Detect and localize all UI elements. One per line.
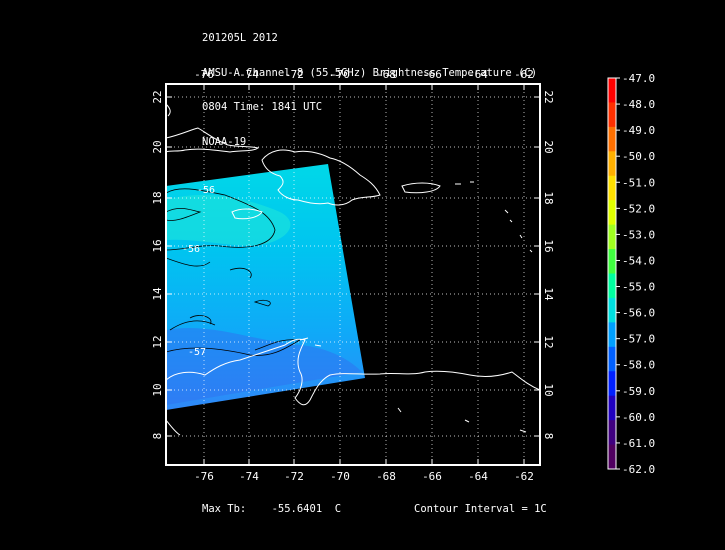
colorbar-swatch — [608, 200, 616, 226]
lon-tick-label-bottom: -62 — [514, 470, 534, 483]
contour-label-1: -56 — [197, 185, 215, 196]
colorbar-swatch — [608, 249, 616, 274]
map-frame — [165, 83, 541, 466]
colorbar-swatch — [608, 126, 616, 152]
colorbar-swatch — [608, 224, 616, 250]
lat-tick-label-right: 18 — [542, 191, 555, 204]
lon-tick-label-top: -66 — [422, 68, 442, 81]
lon-tick-label-top: -62 — [514, 68, 534, 81]
lon-tick-label-bottom: -76 — [194, 470, 214, 483]
colorbar-swatch — [608, 273, 616, 299]
lon-tick-label-bottom: -72 — [284, 470, 304, 483]
lat-tick-label-left: 18 — [151, 191, 164, 204]
lat-tick-label-left: 12 — [151, 335, 164, 348]
lon-tick-label-bottom: -66 — [422, 470, 442, 483]
lon-tick-label-bottom: -74 — [239, 470, 259, 483]
colorbar: -47.0 -48.0 -49.0 -50.0 -51.0 -52.0 -53.0 -54.0… — [607, 72, 655, 476]
lon-tick-label-top: -72 — [284, 68, 304, 81]
lat-labels-left: 22 20 18 16 14 12 10 8 — [151, 90, 164, 439]
max-tb-value: -55.6401 — [271, 503, 323, 515]
title-time: 0804 Time: 1841 UTC — [202, 101, 323, 113]
contour-interval: Contour Interval = 1C — [414, 503, 547, 515]
colorbar-label: -55.0 — [622, 281, 655, 294]
lon-tick-label-top: -64 — [468, 68, 488, 81]
colorbar-swatch — [608, 151, 616, 177]
colorbar-label: -51.0 — [622, 176, 655, 189]
lat-tick-label-right: 8 — [542, 433, 555, 440]
contour-label-2: -56 — [182, 244, 200, 255]
lat-tick-label-right: 10 — [542, 383, 555, 396]
colorbar-label: -57.0 — [622, 333, 655, 346]
colorbar-swatch — [608, 78, 616, 103]
colorbar-label: -54.0 — [622, 254, 655, 267]
colorbar-label: -59.0 — [622, 385, 655, 398]
colorbar-swatch — [608, 322, 616, 348]
colorbar-label: -47.0 — [622, 72, 655, 85]
colorbar-label: -61.0 — [622, 437, 655, 450]
lat-labels-right: 22 20 18 16 14 12 10 8 — [542, 90, 555, 439]
title-satellite: NOAA-19 — [202, 135, 247, 148]
max-tb-label: Max Tb: — [202, 503, 247, 515]
lon-labels-top: -76 -74 -72 -70 -68 -66 -64 -62 — [194, 68, 534, 81]
lon-tick-label-bottom: -64 — [468, 470, 488, 483]
lat-tick-label-left: 20 — [151, 140, 164, 153]
lon-tick-label-top: -68 — [376, 68, 396, 81]
lon-tick-label-top: -74 — [239, 68, 259, 81]
colorbar-label: -56.0 — [622, 307, 655, 320]
lon-labels-bottom: -76 -74 -72 -70 -68 -66 -64 -62 — [194, 470, 534, 483]
contour-lines — [166, 188, 302, 356]
lat-tick-label-left: 10 — [151, 383, 164, 396]
lat-tick-label-right: 16 — [542, 239, 555, 252]
lat-tick-label-right: 22 — [542, 90, 555, 103]
lon-tick-label-bottom: -68 — [376, 470, 396, 483]
colorbar-label: -53.0 — [622, 228, 655, 241]
lat-tick-label-left: 22 — [151, 90, 164, 103]
colorbar-label: -50.0 — [622, 150, 655, 163]
colorbar-frame — [607, 77, 617, 470]
title-channel: AMSU-A Channel 8 (55.5GHz) Brightness Te… — [202, 66, 538, 79]
lat-tick-label-right: 20 — [542, 140, 555, 153]
max-tb-readout: Max Tb: -55.6401 C — [202, 503, 341, 515]
coastlines — [166, 103, 540, 436]
colorbar-label: -62.0 — [622, 463, 655, 476]
lat-tick-label-left: 14 — [151, 287, 164, 301]
lat-tick-label-right: 14 — [542, 287, 555, 301]
chart-title: 201205L 2012 AMSU-A Channel 8 (55.5GHz) … — [202, 10, 537, 160]
colorbar-label: -49.0 — [622, 124, 655, 137]
lat-tick-label-right: 12 — [542, 335, 555, 348]
colorbar-swatch — [608, 395, 616, 421]
contour-label-3: -57 — [188, 347, 206, 358]
colorbar-label: -48.0 — [622, 98, 655, 111]
colorbar-label: -60.0 — [622, 411, 655, 424]
title-storm: 201205L 2012 — [202, 32, 278, 44]
colorbar-swatch — [608, 297, 616, 323]
colorbar-swatch — [608, 444, 616, 470]
axis-ticks — [166, 84, 540, 465]
lat-tick-label-left: 8 — [151, 433, 164, 440]
lon-tick-label-bottom: -70 — [330, 470, 350, 483]
data-swath: -56 -56 -57 — [166, 164, 365, 410]
cold-band — [166, 327, 362, 405]
colorbar-swatch — [608, 346, 616, 372]
lon-tick-label-top: -76 — [194, 68, 214, 81]
colorbar-swatch — [608, 420, 616, 446]
lon-tick-label-top: -70 — [330, 68, 350, 81]
colorbar-swatch — [608, 371, 616, 397]
colorbar-swatch — [608, 102, 616, 128]
colorbar-swatch — [608, 175, 616, 201]
warm-band — [166, 194, 291, 246]
colorbar-label: -58.0 — [622, 359, 655, 372]
lat-tick-label-left: 16 — [151, 239, 164, 252]
colorbar-label: -52.0 — [622, 202, 655, 215]
max-tb-unit: C — [334, 503, 342, 515]
